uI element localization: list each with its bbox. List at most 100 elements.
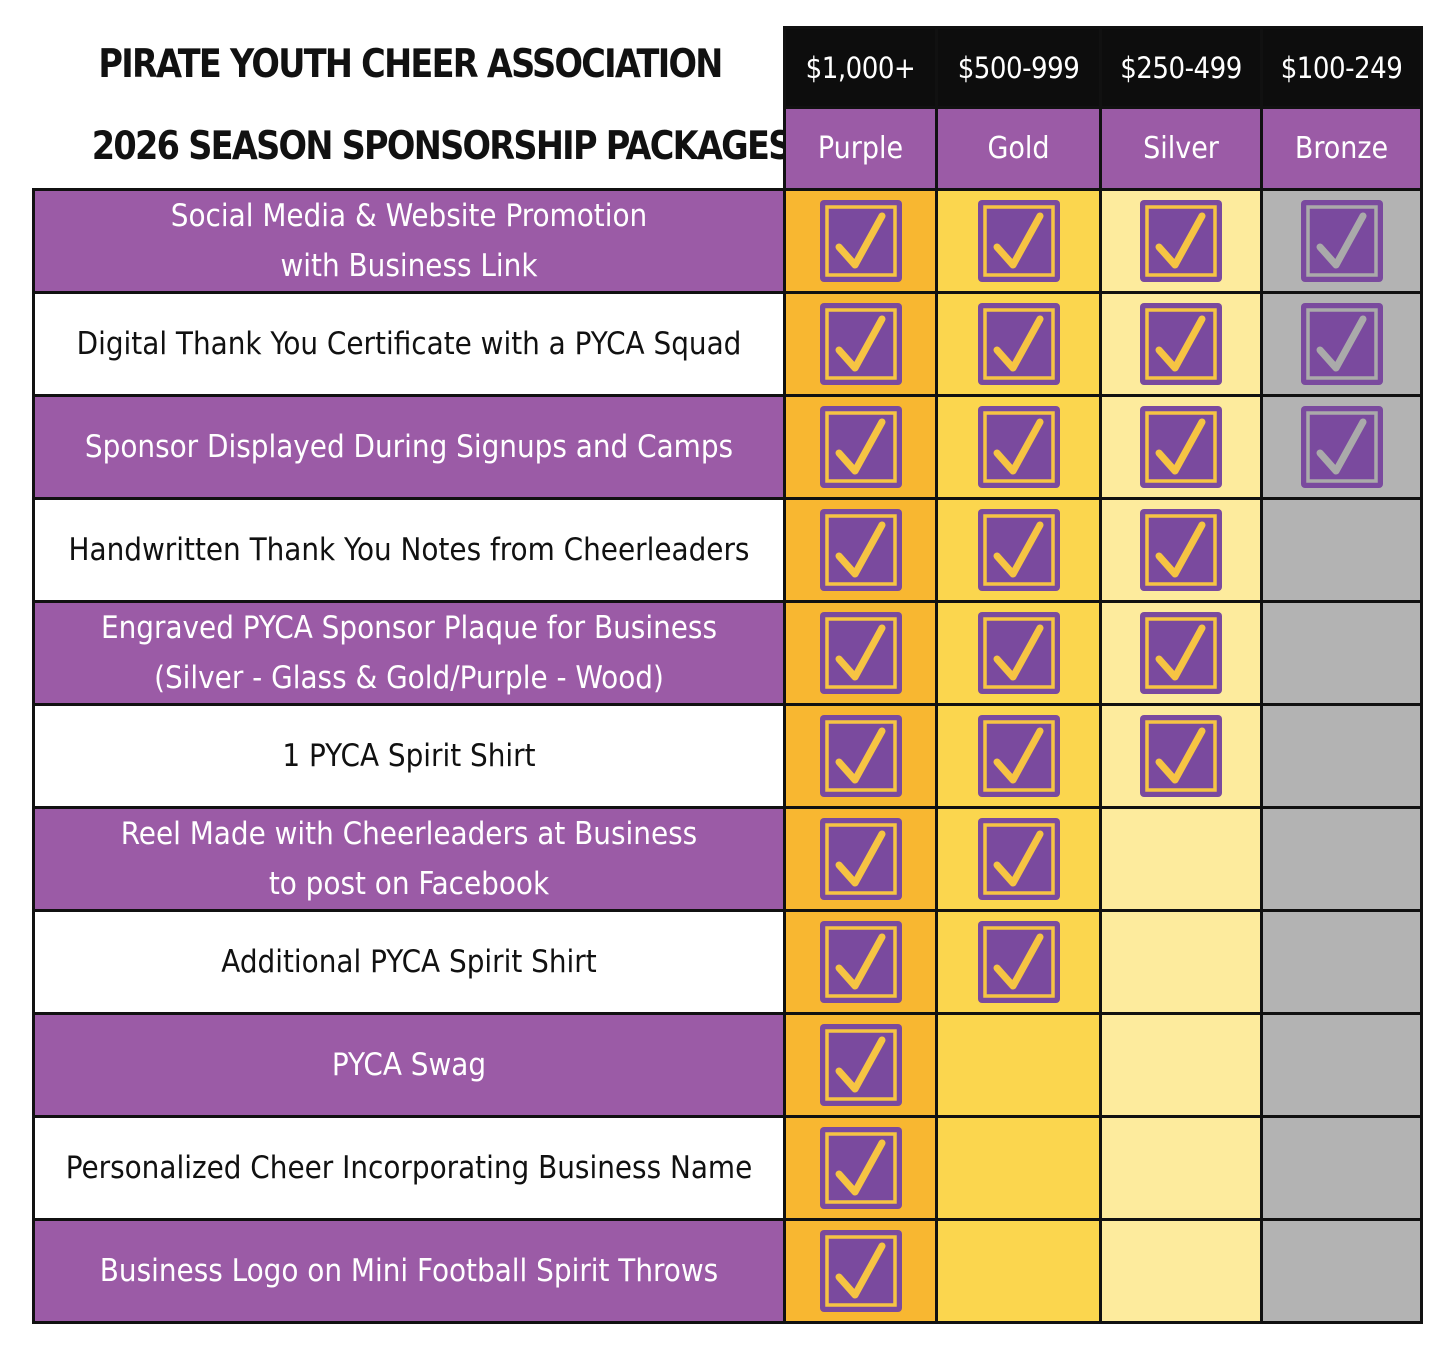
benefit-row: Handwritten Thank You Notes from Cheerle…	[32, 497, 1423, 603]
benefit-label: Digital Thank You Certificate with a PYC…	[76, 326, 742, 362]
benefit-cell-purple	[783, 497, 938, 603]
tier-row: Purple Gold Silver Bronze	[34, 106, 1423, 191]
benefit-label-cell: 1 PYCA Spirit Shirt	[32, 703, 786, 809]
benefit-cell-gold	[935, 291, 1102, 397]
benefit-cell-silver	[1099, 188, 1263, 294]
tier-silver: Silver	[1099, 106, 1263, 191]
benefit-label-cell: PYCA Swag	[32, 1012, 786, 1118]
benefit-cell-bronze	[1260, 1218, 1423, 1324]
benefit-label: 1 PYCA Spirit Shirt	[282, 738, 536, 774]
benefit-cell-bronze	[1260, 1012, 1423, 1118]
page-subtitle: 2026 SEASON SPONSORSHIP PACKAGES	[91, 124, 793, 169]
benefit-cell-silver	[1099, 703, 1263, 809]
checkbox-checked-icon	[1139, 508, 1223, 592]
checkbox-checked-icon	[1300, 302, 1384, 386]
benefit-label-cell: Handwritten Thank You Notes from Cheerle…	[32, 497, 786, 603]
checkbox-checked-icon	[819, 508, 903, 592]
title-block: PIRATE YOUTH CHEER ASSOCIATION 2026 SEAS…	[40, 30, 793, 186]
benefit-cell-silver	[1099, 1218, 1263, 1324]
checkbox-checked-icon	[1139, 199, 1223, 283]
benefit-cell-purple	[783, 188, 938, 294]
benefit-cell-purple	[783, 1012, 938, 1118]
benefit-row: Social Media & Website Promotion with Bu…	[32, 188, 1423, 294]
benefit-cell-silver	[1099, 600, 1263, 706]
header-spacer	[34, 28, 785, 108]
benefit-label-cell: Reel Made with Cheerleaders at Business …	[32, 806, 786, 912]
checkbox-checked-icon	[819, 817, 903, 901]
benefit-cell-gold	[935, 703, 1102, 809]
benefit-label: Sponsor Displayed During Signups and Cam…	[84, 429, 734, 465]
benefit-row: 1 PYCA Spirit Shirt	[32, 703, 1423, 809]
benefit-cell-bronze	[1260, 806, 1423, 912]
benefit-cell-purple	[783, 394, 938, 500]
benefit-cell-bronze	[1260, 1115, 1423, 1221]
benefit-label: Engraved PYCA Sponsor Plaque for Busines…	[101, 610, 717, 696]
benefit-label: Personalized Cheer Incorporating Busines…	[65, 1150, 753, 1186]
benefit-rows: Social Media & Website Promotion with Bu…	[32, 188, 1423, 1324]
checkbox-checked-icon	[977, 611, 1061, 695]
benefit-row: Digital Thank You Certificate with a PYC…	[32, 291, 1423, 397]
benefit-label: Reel Made with Cheerleaders at Business …	[120, 816, 698, 902]
benefit-row: Business Logo on Mini Football Spirit Th…	[32, 1218, 1423, 1324]
benefit-label: Additional PYCA Spirit Shirt	[221, 944, 597, 980]
benefit-label: Handwritten Thank You Notes from Cheerle…	[68, 532, 750, 568]
benefit-row: PYCA Swag	[32, 1012, 1423, 1118]
benefit-cell-silver	[1099, 394, 1263, 500]
checkbox-checked-icon	[977, 302, 1061, 386]
checkbox-checked-icon	[819, 1023, 903, 1107]
checkbox-checked-icon	[819, 199, 903, 283]
benefit-cell-purple	[783, 600, 938, 706]
checkbox-checked-icon	[1139, 611, 1223, 695]
benefit-cell-purple	[783, 909, 938, 1015]
benefit-label-cell: Digital Thank You Certificate with a PYC…	[32, 291, 786, 397]
benefit-cell-gold	[935, 394, 1102, 500]
benefit-label-cell: Personalized Cheer Incorporating Busines…	[32, 1115, 786, 1221]
benefit-cell-purple	[783, 806, 938, 912]
benefit-cell-silver	[1099, 1012, 1263, 1118]
tier-purple: Purple	[783, 106, 938, 191]
checkbox-checked-icon	[819, 1229, 903, 1313]
checkbox-checked-icon	[819, 405, 903, 489]
benefit-label: Social Media & Website Promotion with Bu…	[170, 198, 648, 284]
benefit-row: Personalized Cheer Incorporating Busines…	[32, 1115, 1423, 1221]
benefit-cell-bronze	[1260, 703, 1423, 809]
benefit-label-cell: Social Media & Website Promotion with Bu…	[32, 188, 786, 294]
checkbox-checked-icon	[1139, 405, 1223, 489]
checkbox-checked-icon	[1300, 405, 1384, 489]
benefit-cell-purple	[783, 1218, 938, 1324]
benefit-label: Business Logo on Mini Football Spirit Th…	[99, 1253, 719, 1289]
benefit-cell-bronze	[1260, 497, 1423, 603]
sponsorship-table: $1,000+ $500-999 $250-499 $100-249 Purpl…	[32, 26, 1423, 1324]
benefit-row: Additional PYCA Spirit Shirt	[32, 909, 1423, 1015]
benefit-cell-bronze	[1260, 909, 1423, 1015]
price-silver: $250-499	[1099, 26, 1263, 109]
benefit-cell-bronze	[1260, 188, 1423, 294]
checkbox-checked-icon	[1300, 199, 1384, 283]
benefit-label-cell: Sponsor Displayed During Signups and Cam…	[32, 394, 786, 500]
checkbox-checked-icon	[977, 405, 1061, 489]
benefit-cell-gold	[935, 1218, 1102, 1324]
header-spacer	[34, 108, 785, 190]
benefit-cell-silver	[1099, 1115, 1263, 1221]
benefit-cell-gold	[935, 600, 1102, 706]
benefit-cell-silver	[1099, 909, 1263, 1015]
benefit-cell-bronze	[1260, 394, 1423, 500]
benefit-label-cell: Engraved PYCA Sponsor Plaque for Busines…	[32, 600, 786, 706]
checkbox-checked-icon	[819, 1126, 903, 1210]
benefit-cell-bronze	[1260, 291, 1423, 397]
benefit-cell-silver	[1099, 497, 1263, 603]
benefit-cell-gold	[935, 497, 1102, 603]
price-purple: $1,000+	[783, 26, 938, 109]
tier-bronze: Bronze	[1260, 106, 1423, 191]
checkbox-checked-icon	[1139, 714, 1223, 798]
checkbox-checked-icon	[977, 817, 1061, 901]
benefit-row: Sponsor Displayed During Signups and Cam…	[32, 394, 1423, 500]
benefit-row: Engraved PYCA Sponsor Plaque for Busines…	[32, 600, 1423, 706]
benefit-cell-gold	[935, 188, 1102, 294]
checkbox-checked-icon	[977, 508, 1061, 592]
benefit-row: Reel Made with Cheerleaders at Business …	[32, 806, 1423, 912]
price-gold: $500-999	[935, 26, 1102, 109]
benefit-cell-gold	[935, 909, 1102, 1015]
checkbox-checked-icon	[977, 714, 1061, 798]
page-title: PIRATE YOUTH CHEER ASSOCIATION	[98, 42, 723, 87]
